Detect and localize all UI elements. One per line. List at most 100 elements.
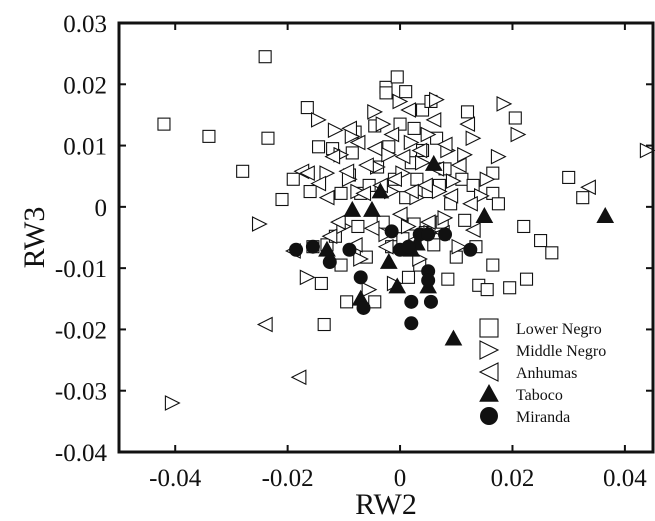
data-point: [464, 222, 481, 239]
data-point: [438, 227, 453, 242]
data-point: [299, 269, 316, 286]
x-tick-label: 0: [394, 465, 407, 492]
data-point: [417, 177, 433, 194]
data-point: [342, 242, 357, 257]
data-point: [367, 103, 383, 120]
data-point: [424, 154, 443, 171]
data-point: [318, 189, 335, 206]
data-point: [496, 96, 513, 112]
data-point: [401, 270, 416, 284]
data-point: [314, 276, 328, 291]
data-point: [466, 178, 480, 192]
data-point: [486, 258, 500, 272]
data-point: [368, 295, 382, 309]
x-axis-title: RW2: [355, 488, 417, 521]
data-point: [289, 242, 304, 257]
data-point: [519, 272, 534, 286]
legend-item: Lower Negro: [479, 318, 602, 338]
legend-marker: [478, 362, 499, 382]
data-point: [286, 172, 300, 186]
data-point: [534, 234, 548, 248]
legend-marker: [479, 318, 499, 338]
legend-marker: [479, 340, 500, 360]
x-tick-label: -0.04: [149, 465, 202, 492]
data-point: [202, 129, 216, 143]
legend-item: Middle Negro: [479, 340, 606, 360]
data-point: [356, 300, 371, 315]
y-axis-title: RW3: [18, 207, 51, 269]
data-point: [299, 165, 315, 182]
data-point: [463, 242, 478, 257]
y-tick-label: -0.01: [55, 256, 107, 283]
data-point: [400, 102, 417, 118]
data-point: [411, 142, 428, 159]
data-point: [580, 179, 596, 196]
data-point: [157, 117, 171, 131]
data-point: [345, 146, 359, 160]
data-point: [562, 170, 576, 184]
data-point: [338, 163, 355, 180]
data-point: [404, 316, 419, 331]
data-point: [353, 251, 369, 267]
data-point: [290, 369, 307, 386]
data-point: [442, 187, 459, 204]
data-point: [403, 134, 420, 151]
data-point: [379, 86, 393, 100]
data-point: [420, 126, 437, 143]
data-point: [321, 228, 338, 245]
data-point: [383, 126, 400, 143]
data-point: [334, 186, 348, 200]
data-point: [343, 200, 362, 217]
data-point: [462, 195, 478, 212]
data-point: [340, 295, 354, 309]
data-point: [576, 191, 590, 205]
data-point: [311, 140, 326, 154]
data-point: [437, 209, 454, 226]
data-point: [419, 214, 436, 231]
data-point: [444, 329, 463, 346]
data-point: [423, 294, 438, 309]
data-point: [317, 317, 331, 332]
axis-ticks: -0.04 -0.02 0 0.02 0.04 0.03 0.02 0.01 0 -0.01 -0.…: [55, 11, 653, 492]
data-point: [459, 116, 476, 133]
data-point: [327, 122, 344, 139]
data-point: [379, 252, 398, 269]
legend-item: Anhumas: [478, 362, 577, 382]
plot-area: [157, 50, 655, 411]
data-point: [236, 164, 250, 178]
data-point: [491, 197, 505, 211]
data-point: [377, 238, 394, 255]
data-point: [358, 157, 374, 174]
legend-label: Taboco: [516, 387, 563, 404]
y-tick-label: 0.01: [63, 134, 107, 161]
data-point: [351, 219, 365, 234]
legend-marker: [480, 407, 498, 425]
y-tick-label: -0.03: [55, 379, 107, 406]
data-point: [361, 281, 378, 298]
y-tick-label: 0.02: [63, 72, 107, 99]
data-point: [465, 130, 482, 147]
data-point: [319, 165, 336, 182]
data-point: [375, 116, 392, 133]
legend-marker: [479, 383, 499, 402]
data-point: [517, 219, 531, 234]
legend-item: Miranda: [480, 407, 570, 426]
data-point: [390, 70, 404, 84]
data-point: [407, 121, 421, 135]
data-point: [403, 183, 419, 200]
data-point: [363, 220, 380, 237]
legend: Lower Negro Middle Negro Anhumas Taboco Mira…: [478, 318, 606, 426]
data-point: [305, 239, 320, 254]
data-point: [545, 246, 559, 260]
data-point: [386, 171, 402, 188]
data-point: [400, 218, 417, 235]
data-point: [421, 273, 436, 288]
data-point: [414, 154, 431, 171]
data-point: [300, 101, 314, 115]
data-point: [425, 111, 442, 128]
data-point: [392, 93, 409, 110]
data-point: [429, 91, 445, 108]
data-point: [596, 207, 615, 223]
data-point: [258, 50, 272, 64]
data-point: [363, 200, 381, 217]
